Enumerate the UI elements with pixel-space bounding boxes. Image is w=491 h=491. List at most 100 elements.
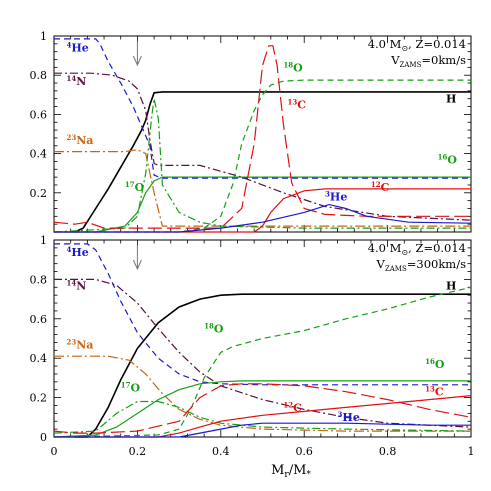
isotope-label: 13C — [288, 98, 307, 112]
y-tick-label: 0.6 — [30, 108, 48, 121]
isotope-mass-number: 3 — [338, 410, 343, 419]
y-tick-label: 0.8 — [30, 273, 48, 286]
isotope-symbol: O — [435, 358, 445, 371]
series-line-4he — [54, 243, 471, 386]
plot-frame — [53, 239, 472, 438]
isotope-symbol: O — [135, 181, 145, 194]
x-tick-label: 0.2 — [129, 445, 147, 458]
x-axis-label: Mr/M* — [271, 463, 311, 480]
isotope-label: 17O — [121, 381, 141, 395]
isotope-mass-number: 4 — [67, 41, 72, 50]
series-line-12c — [54, 188, 471, 233]
isotope-symbol: Na — [76, 134, 93, 147]
series-line-3he — [54, 422, 471, 438]
y-tick-label: 0 — [40, 431, 47, 444]
isotope-mass-number: 12 — [371, 180, 381, 189]
isotope-label: 3He — [338, 410, 360, 424]
y-tick-label: 0.2 — [30, 187, 48, 200]
isotope-mass-number: 13 — [288, 98, 298, 107]
isotope-symbol: H — [446, 93, 456, 106]
isotope-symbol: He — [330, 191, 347, 204]
isotope-label: 3He — [325, 190, 347, 204]
isotope-label: 4He — [67, 245, 89, 259]
series-line-13c — [53, 383, 472, 434]
isotope-symbol: Na — [76, 338, 93, 351]
isotope-mass-number: 3 — [325, 190, 330, 199]
isotope-mass-number: 23 — [67, 133, 77, 142]
x-tick-label: 1 — [468, 445, 475, 458]
arrow-head — [132, 259, 142, 271]
isotope-label: 14N — [67, 74, 87, 88]
isotope-label: H — [446, 279, 456, 292]
series-line-17o — [53, 400, 472, 434]
isotope-label: 12C — [371, 180, 390, 194]
x-tick-labels: 0 0.2 0.4 0.6 0.8 1 — [51, 445, 475, 458]
isotope-mass-number: 14 — [67, 74, 77, 83]
series-line-16o — [54, 176, 471, 233]
isotope-mass-number: 17 — [125, 180, 135, 189]
x-tick-label: 0.4 — [212, 445, 230, 458]
series-line-12c — [54, 395, 472, 438]
panel-title-mass: 4.0 M⊙, Z=0.014 — [368, 37, 466, 53]
isotope-label: 18O — [204, 322, 224, 336]
isotope-label: 17O — [125, 180, 145, 194]
isotope-mass-number: 12 — [283, 400, 293, 409]
isotope-symbol: O — [293, 61, 303, 74]
isotope-label: 23Na — [67, 133, 94, 147]
isotope-symbol: C — [293, 401, 302, 414]
panel-title-mass: 4.0 M⊙, Z=0.014 — [368, 241, 466, 257]
series-line-4he — [54, 38, 471, 179]
panel-title-velocity: VZAMS=300km/s — [376, 257, 467, 273]
isotope-symbol: N — [76, 75, 86, 88]
isotope-symbol: N — [76, 279, 86, 292]
isotope-symbol: He — [71, 42, 88, 55]
y-tick-labels: 0.2 0.4 0.6 0.8 1 0 0.2 0.4 0.6 0.8 1 — [30, 30, 48, 444]
y-tick-label: 0.6 — [30, 313, 48, 326]
series-line-18o — [53, 286, 472, 438]
series-line-17o — [53, 98, 471, 233]
isotope-symbol: He — [71, 246, 88, 259]
y-tick-label: 0.4 — [30, 148, 48, 161]
y-tick-label: 1 — [40, 234, 47, 247]
series-line-18o — [54, 79, 471, 233]
isotope-symbol: C — [381, 181, 390, 194]
isotope-symbol: O — [214, 323, 224, 336]
series-line-14n — [54, 72, 472, 221]
isotope-symbol: He — [342, 411, 359, 424]
isotope-symbol: C — [435, 386, 444, 399]
isotope-mass-number: 18 — [204, 322, 214, 331]
arrow-head — [132, 55, 142, 67]
isotope-label: H — [446, 93, 456, 106]
isotope-label: 14N — [67, 278, 87, 292]
x-tick-label: 0.8 — [379, 445, 397, 458]
isotope-label: 13C — [425, 385, 444, 399]
isotope-label: 4He — [67, 41, 89, 55]
isotope-label: 16O — [438, 152, 458, 166]
isotope-symbol: O — [447, 153, 457, 166]
series-line-23na — [54, 355, 471, 432]
isotope-mass-number: 16 — [438, 152, 448, 161]
y-tick-label: 0.4 — [30, 352, 48, 365]
y-tick-label: 0.8 — [30, 69, 48, 82]
panel-title-velocity: VZAMS=0km/s — [390, 53, 466, 69]
series-line-13c — [53, 45, 471, 229]
series-line-23na — [54, 149, 471, 227]
plot-frame — [53, 35, 472, 233]
isotope-mass-number: 4 — [67, 245, 72, 254]
isotope-symbol: C — [297, 99, 306, 112]
isotope-symbol: H — [446, 279, 456, 292]
isotope-label: 18O — [283, 60, 303, 74]
isotope-mass-number: 18 — [283, 60, 293, 69]
isotope-mass-number: 13 — [425, 385, 435, 394]
series-line-3he — [54, 203, 472, 233]
isotope-symbol: O — [130, 382, 140, 395]
series-line-h — [74, 91, 471, 233]
series-line-h — [74, 293, 471, 438]
series-line-14n — [54, 278, 472, 428]
isotope-mass-number: 14 — [67, 278, 77, 287]
x-tick-label: 0 — [51, 445, 58, 458]
y-tick-label: 1 — [40, 30, 47, 43]
x-tick-label: 0.6 — [295, 445, 313, 458]
